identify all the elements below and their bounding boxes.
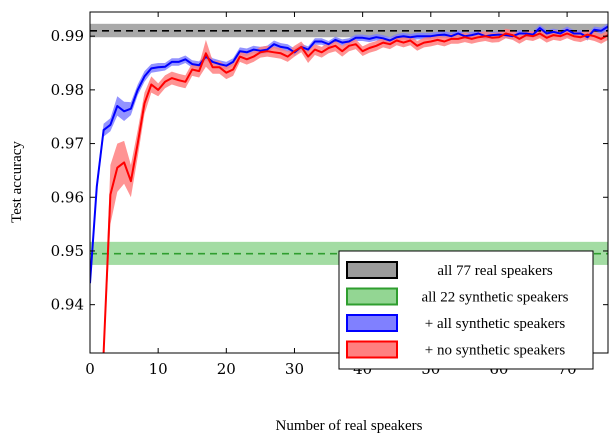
- legend-label-all-77-real-speakers: all 77 real speakers: [437, 263, 553, 279]
- legend: all 77 real speakers all 22 synthetic spe…: [338, 250, 594, 370]
- legend-swatch-no-synthetic-speakers: [346, 340, 398, 359]
- y-tick-label-2: 0.96: [51, 188, 84, 206]
- legend-swatch-all-77-real-speakers: [346, 261, 398, 279]
- legend-swatch-all-synthetic-speakers: [346, 314, 398, 332]
- x-tick-label-3: 30: [285, 360, 304, 378]
- y-tick-label-5: 0.99: [51, 27, 84, 45]
- y-tick-label-0: 0.94: [51, 296, 84, 314]
- y-tick-label-4: 0.98: [51, 81, 84, 99]
- series-lines: [90, 25, 608, 353]
- series-line-all-synthetic-speakers: [90, 25, 608, 284]
- y-axis-title: Test accuracy: [9, 141, 25, 223]
- legend-label-all-synthetic-speakers: + all synthetic speakers: [425, 316, 566, 332]
- legend-swatch-all-22-synthetic-speakers: [346, 287, 398, 306]
- legend-label-no-synthetic-speakers: + no synthetic speakers: [425, 343, 566, 359]
- legend-label-all-22-synthetic-speakers: all 22 synthetic speakers: [421, 290, 568, 306]
- y-tick-label-1: 0.95: [51, 242, 84, 260]
- x-tick-label-0: 0: [85, 360, 95, 378]
- axis-ticks: 0102030405060700.940.950.960.970.980.99: [51, 12, 608, 378]
- x-tick-label-1: 10: [149, 360, 168, 378]
- series-line-no-synthetic-speakers: [102, 32, 608, 353]
- x-axis-title: Number of real speakers: [275, 418, 422, 434]
- x-tick-label-2: 20: [217, 360, 236, 378]
- reference-bands: [90, 23, 608, 265]
- y-tick-label-3: 0.97: [51, 135, 84, 153]
